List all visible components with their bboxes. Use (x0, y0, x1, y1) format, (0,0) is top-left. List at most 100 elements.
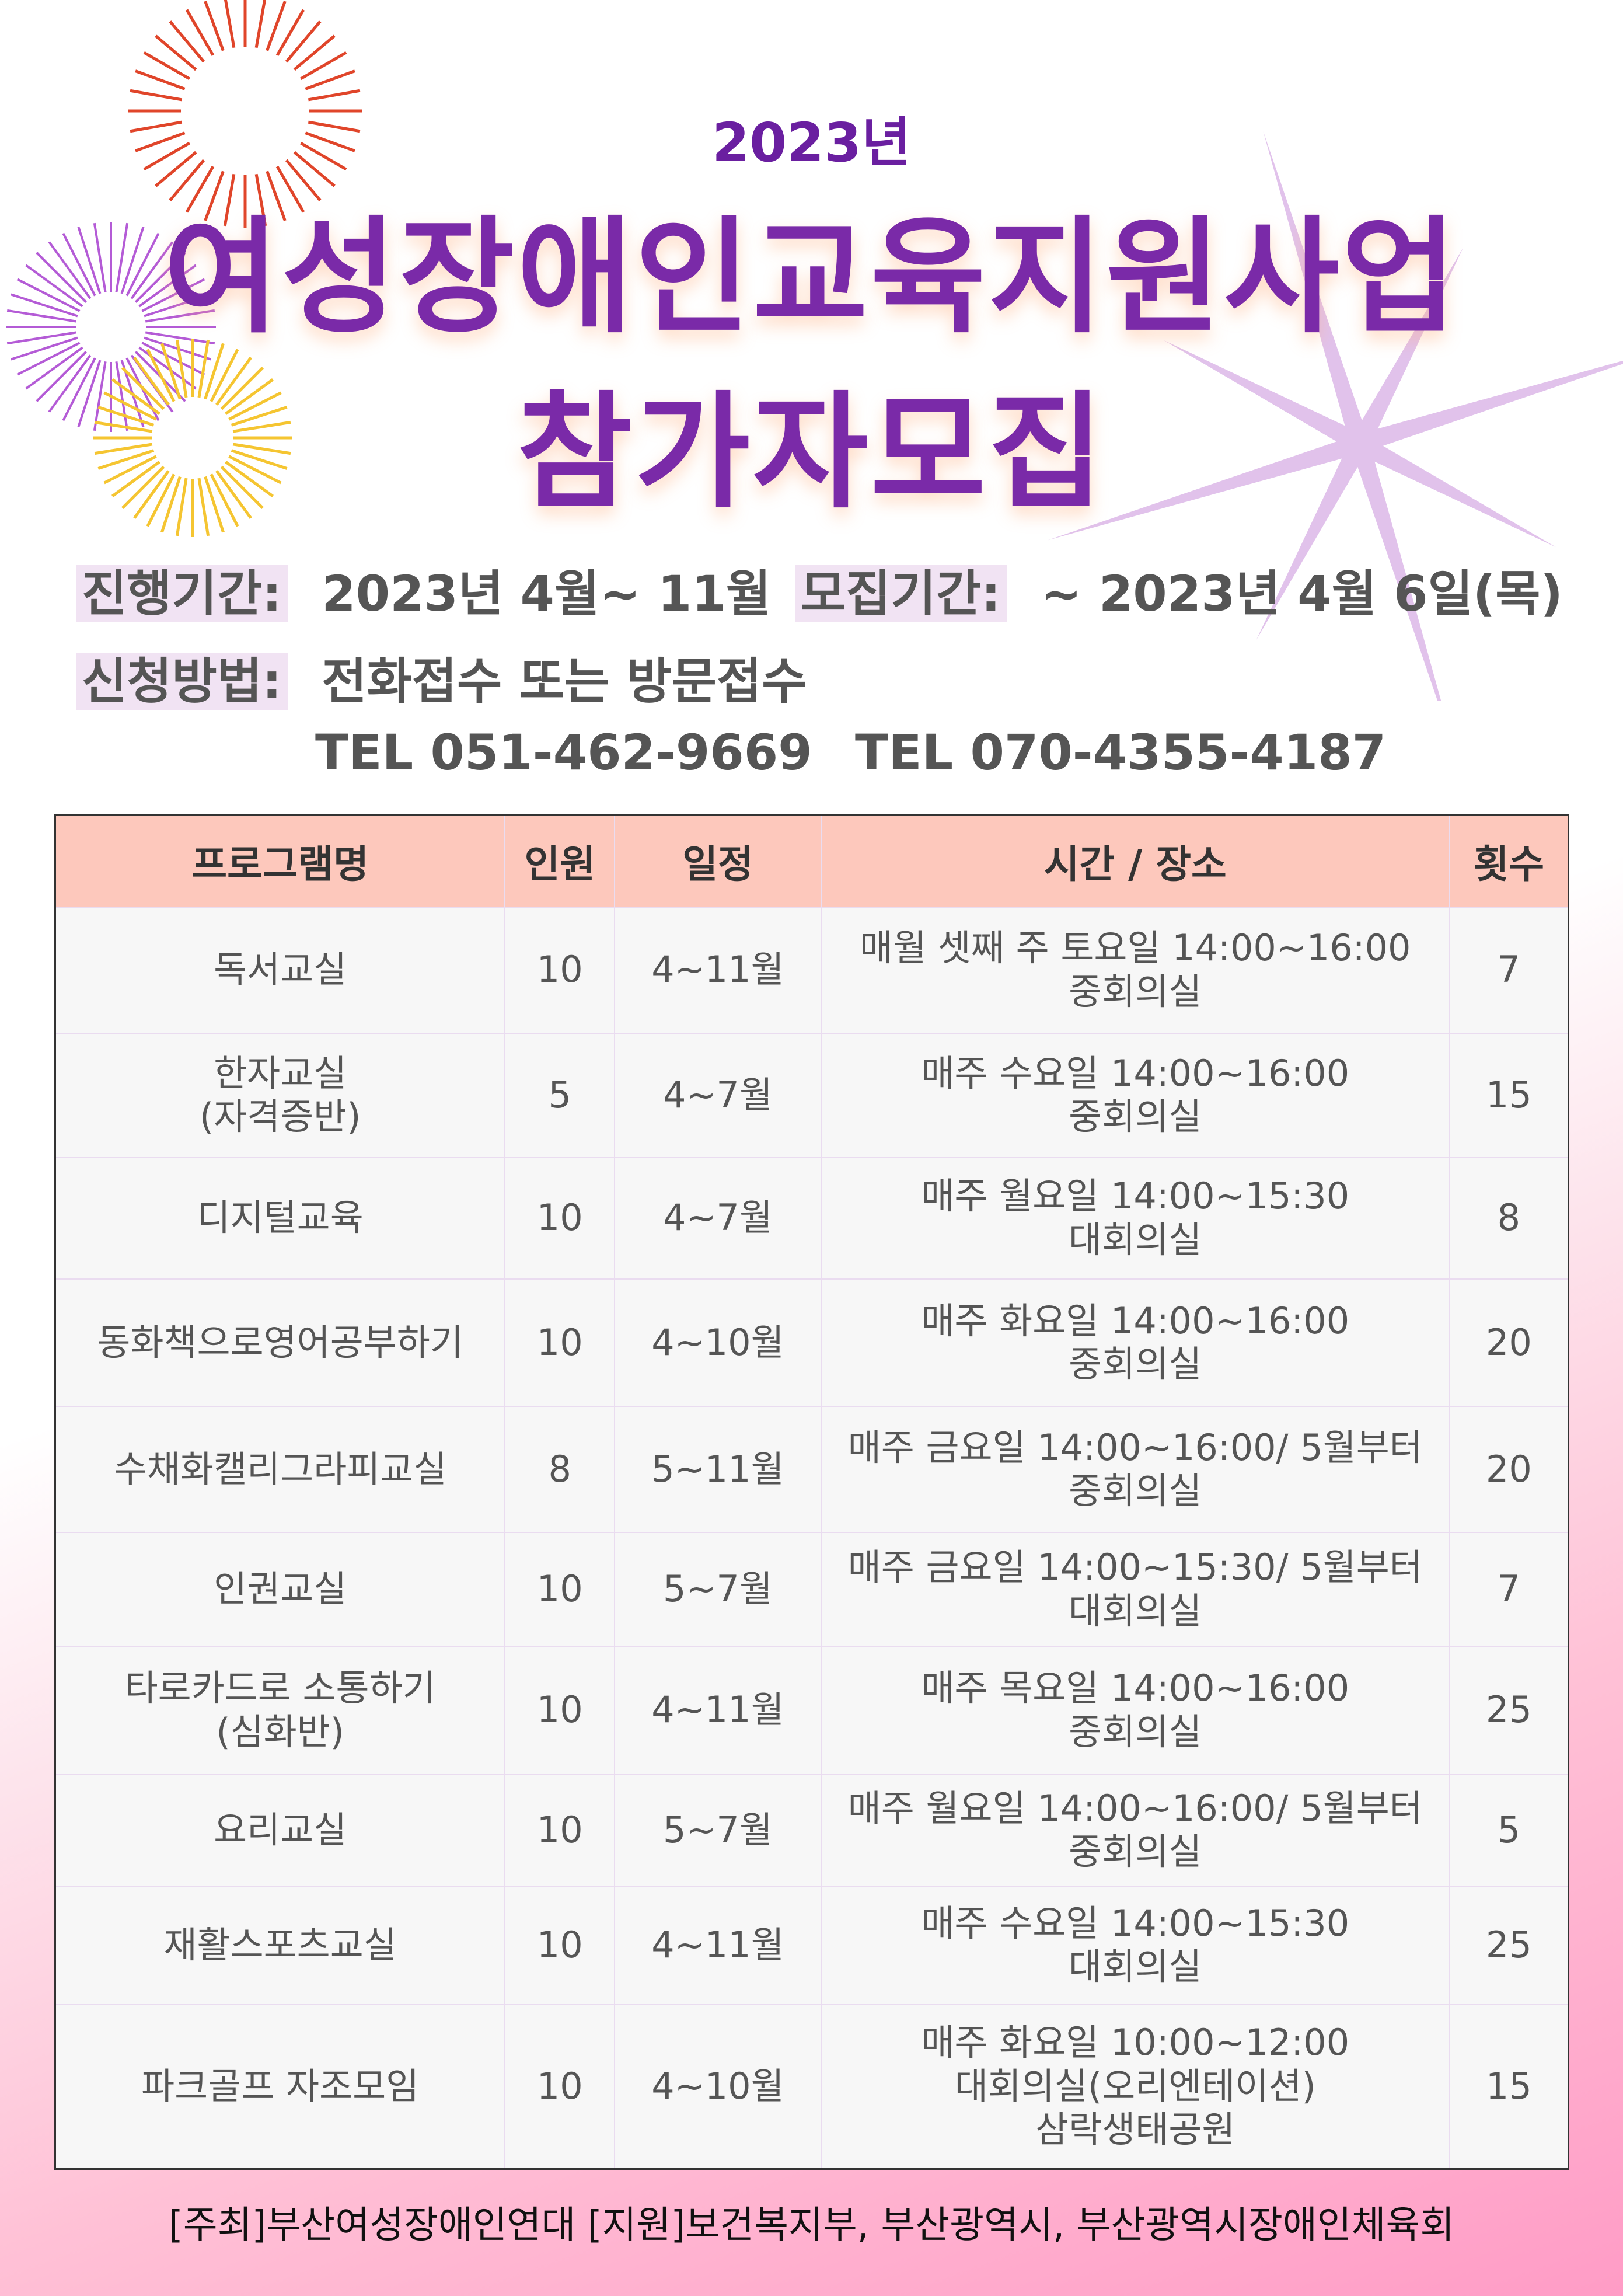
name-line: 동화책으로영어공부하기 (97, 1321, 463, 1364)
cell-name: 재활스포츠교실 (54, 1886, 506, 2005)
cell-schedule: 4~11월 (614, 906, 822, 1034)
cell-schedule: 5~7월 (614, 1773, 822, 1887)
table-row: 파크골프 자조모임 10 4~10월 매주 화요일 10:00~12:00 대회의실(오… (54, 2003, 1569, 2170)
year-label: 2023년 (712, 112, 911, 174)
cell-name: 인권교실 (54, 1531, 506, 1647)
method-row: 신청방법: 전화접수 또는 방문접수 (76, 642, 807, 713)
cell-name: 독서교실 (54, 906, 506, 1034)
name-line: 인권교실 (214, 1567, 347, 1611)
time-line: 매주 수요일 14:00~15:30 (921, 1901, 1350, 1945)
firework-ray (225, 461, 274, 497)
firework-ray (266, 170, 287, 221)
name-line: 타로카드로 소통하기 (124, 1667, 436, 1710)
tel-1: TEL 051-462-9669 (315, 724, 812, 781)
cell-schedule: 4~7월 (614, 1156, 822, 1280)
firework-ray (141, 278, 205, 312)
firework-ray (94, 420, 153, 433)
column-header: 일정 (614, 814, 822, 908)
time-line: 대회의실 (1069, 1589, 1202, 1632)
firework-ray (204, 170, 225, 221)
firework-ray (160, 476, 182, 533)
name-line: 한자교실 (214, 1051, 347, 1095)
firework-ray (232, 443, 291, 455)
time-line: 중회의실 (1069, 1710, 1202, 1753)
firework-ray (308, 120, 361, 133)
cell-time: 매주 화요일 10:00~12:00 대회의실(오리엔테이션) 삼락생태공원 (820, 2003, 1450, 2170)
firework-ray (121, 367, 165, 410)
firework-ray (135, 252, 186, 303)
table-row: 동화책으로영어공부하기 10 4~10월 매주 화요일 14:00~16:00 중회의실… (54, 1278, 1569, 1407)
firework-ray (300, 51, 347, 81)
firework-ray (210, 349, 239, 402)
firework-ray (144, 293, 211, 318)
cell-time: 매주 금요일 14:00~15:30/ 5월부터 대회의실 (820, 1531, 1450, 1647)
firework-ray (6, 331, 77, 345)
time-line: 매주 월요일 14:00~16:00/ 5월부터 (847, 1786, 1423, 1830)
table-row: 디지털교육 10 4~7월 매주 월요일 14:00~15:30 대회의실 8 (54, 1156, 1569, 1280)
time-line: 매주 수요일 14:00~16:00 (921, 1051, 1350, 1095)
firework-ray (6, 309, 77, 323)
firework-ray (115, 222, 129, 293)
time-line: 매주 금요일 14:00~15:30/ 5월부터 (847, 1546, 1423, 1589)
firework-ray (135, 69, 186, 90)
firework-ray (133, 356, 170, 406)
time-line: 매주 월요일 14:00~15:30 (921, 1175, 1350, 1218)
firework-ray (141, 342, 205, 376)
time-line: 매월 셋째 주 토요일 14:00~16:00 (860, 926, 1411, 970)
firework-ray (231, 406, 288, 427)
program-table: 프로그램명 인원 일정 시간 / 장소 횟수 독서교실 10 4~11월 매월 셋째 주 토요… (54, 814, 1569, 2170)
firework-ray (305, 69, 355, 90)
firework-ray (25, 346, 83, 390)
cell-schedule: 4~10월 (614, 2003, 822, 2170)
cell-count: 7 (1449, 1531, 1569, 1647)
period-row: 진행기간: 2023년 4월~ 11월 (76, 555, 771, 625)
firework-ray (77, 360, 102, 427)
firework-ray (285, 159, 322, 201)
cell-schedule: 4~7월 (614, 1032, 822, 1158)
firework-ray (254, 0, 267, 48)
column-header: 시간 / 장소 (820, 814, 1450, 908)
firework-ray (266, 1, 287, 51)
name-line: (자격증반) (199, 1095, 361, 1138)
time-line: 매주 목요일 14:00~16:00 (921, 1667, 1350, 1710)
cell-schedule: 5~11월 (614, 1406, 822, 1533)
cell-time: 매월 셋째 주 토요일 14:00~16:00 중회의실 (820, 906, 1450, 1034)
name-line: 디지털교육 (197, 1196, 364, 1239)
column-header: 인원 (504, 814, 616, 908)
cell-count: 25 (1449, 1646, 1569, 1775)
firework-ray (175, 339, 188, 398)
firework-ray (220, 367, 264, 410)
firework-ray (111, 461, 160, 497)
table-row: 요리교실 10 5~7월 매주 월요일 14:00~16:00/ 5월부터 중회의실 5 (54, 1773, 1569, 1887)
firework-ray (204, 1, 225, 51)
cell-count: 20 (1449, 1406, 1569, 1533)
firework-ray (204, 343, 225, 400)
firework-ray (185, 166, 215, 213)
firework-ray (138, 264, 197, 308)
firework-ray (130, 241, 174, 299)
cell-schedule: 4~10월 (614, 1278, 822, 1407)
time-line: 삼락생태공원 (1035, 2107, 1235, 2151)
firework-ray (25, 264, 83, 308)
firework-ray (93, 222, 107, 293)
time-line: 대회의실 (1069, 1945, 1202, 1988)
cell-name: 파크골프 자조모임 (54, 2003, 506, 2170)
firework-ray (293, 34, 336, 71)
firework-ray (94, 443, 153, 455)
cell-time: 매주 수요일 14:00~16:00 중회의실 (820, 1032, 1450, 1158)
time-line: 중회의실 (1069, 1830, 1202, 1873)
cell-name: 타로카드로 소통하기 (심화반) (54, 1646, 506, 1775)
cell-time: 매주 수요일 14:00~15:30 대회의실 (820, 1886, 1450, 2005)
firework-ray (103, 455, 157, 485)
cell-people: 10 (504, 906, 616, 1034)
time-line: 중회의실 (1069, 1343, 1202, 1385)
cell-name: 수채화캘리그라피교실 (54, 1406, 506, 1533)
firework-ray (143, 141, 190, 171)
tel-2: TEL 070-4355-4187 (855, 724, 1387, 781)
firework-ray (285, 20, 322, 63)
firework-ray (62, 232, 96, 297)
name-line: 파크골프 자조모임 (141, 2064, 420, 2107)
firework-ray (232, 420, 291, 433)
firework-ray (111, 378, 160, 415)
cell-count: 8 (1449, 1156, 1569, 1280)
